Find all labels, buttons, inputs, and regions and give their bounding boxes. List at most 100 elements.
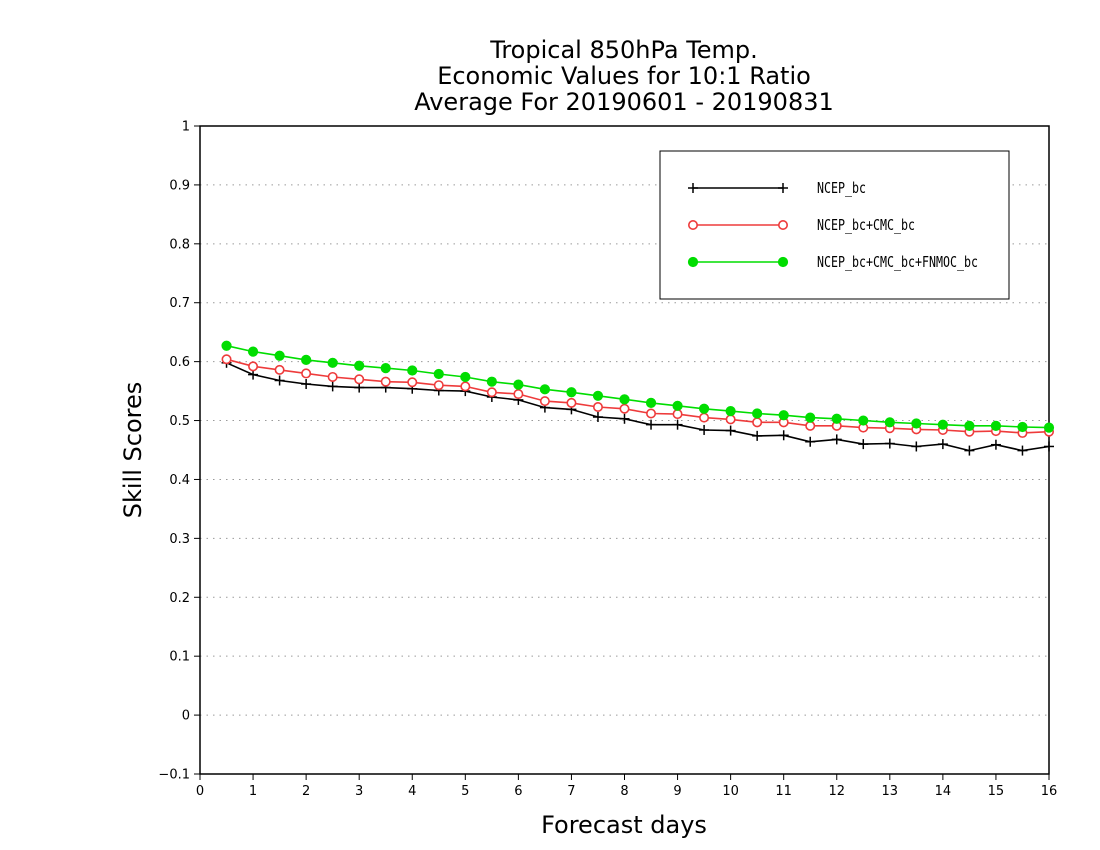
chart-title-line-1: Tropical 850hPa Temp. bbox=[489, 36, 758, 64]
data-point bbox=[805, 412, 816, 423]
x-tick-label: 9 bbox=[673, 784, 681, 799]
data-point bbox=[1017, 421, 1028, 433]
data-point bbox=[699, 424, 710, 435]
data-point bbox=[725, 406, 736, 417]
data-point bbox=[407, 365, 418, 376]
data-point bbox=[911, 418, 922, 429]
series-2 bbox=[221, 354, 1055, 438]
data-point bbox=[301, 354, 312, 365]
data-point bbox=[274, 375, 285, 386]
x-tick-label: 8 bbox=[620, 784, 628, 799]
x-tick-label: 10 bbox=[722, 784, 739, 799]
data-point bbox=[645, 397, 657, 408]
legend-item: NCEP_bc bbox=[688, 179, 866, 197]
data-point bbox=[274, 364, 285, 375]
y-tick-label: 0.1 bbox=[169, 650, 190, 665]
data-point bbox=[699, 412, 710, 423]
x-tick-label: 14 bbox=[935, 784, 952, 799]
data-point bbox=[752, 430, 763, 441]
data-point bbox=[592, 401, 603, 412]
legend-label: NCEP_bc+CMC_bc+FNMOC_bc bbox=[817, 253, 978, 271]
data-point bbox=[592, 412, 603, 423]
data-point bbox=[884, 438, 895, 449]
data-point bbox=[964, 445, 975, 456]
legend-marker bbox=[688, 183, 698, 193]
data-point bbox=[513, 379, 524, 390]
chart-title-line-2: Economic Values for 10:1 Ratio bbox=[437, 62, 811, 90]
x-tick-label: 15 bbox=[988, 784, 1005, 799]
legend-label: NCEP_bc+CMC_bc bbox=[817, 216, 915, 234]
data-point bbox=[646, 419, 657, 430]
series-group bbox=[221, 340, 1055, 456]
y-tick-label: 0.9 bbox=[169, 178, 190, 193]
legend-marker bbox=[777, 256, 789, 268]
legend-marker bbox=[777, 220, 788, 231]
y-tick-label: 0.7 bbox=[169, 296, 190, 311]
y-tick-label: 0.4 bbox=[169, 473, 190, 488]
data-point bbox=[698, 403, 710, 414]
data-point bbox=[301, 379, 312, 390]
legend-item: NCEP_bc+CMC_bc+FNMOC_bc bbox=[687, 253, 978, 271]
data-point bbox=[513, 389, 524, 400]
data-point bbox=[247, 346, 259, 357]
data-point bbox=[327, 371, 338, 382]
data-point bbox=[274, 350, 285, 361]
data-point bbox=[805, 436, 816, 447]
data-point bbox=[752, 408, 763, 419]
x-tick-label: 0 bbox=[196, 784, 204, 799]
y-tick-label: 0 bbox=[182, 709, 190, 724]
data-point bbox=[301, 368, 312, 379]
data-point bbox=[1044, 441, 1054, 452]
data-point bbox=[937, 419, 948, 430]
data-point bbox=[672, 419, 683, 430]
data-point bbox=[858, 415, 869, 426]
x-tick-label: 5 bbox=[461, 784, 469, 799]
x-axis-title: Forecast days bbox=[541, 811, 707, 839]
series-line bbox=[226, 362, 1050, 452]
x-tick-label: 6 bbox=[514, 784, 522, 799]
legend-marker bbox=[778, 183, 788, 193]
x-tick-label: 13 bbox=[882, 784, 899, 799]
data-point bbox=[672, 409, 683, 420]
data-point bbox=[539, 396, 550, 407]
y-tick-label: 1 bbox=[182, 120, 190, 135]
data-point bbox=[725, 414, 736, 425]
data-point bbox=[964, 420, 975, 431]
data-point bbox=[486, 376, 497, 387]
data-point bbox=[619, 394, 630, 405]
data-point bbox=[221, 354, 232, 365]
data-point bbox=[1043, 422, 1055, 433]
series-3 bbox=[221, 340, 1055, 433]
data-point bbox=[592, 390, 604, 401]
data-point bbox=[619, 413, 630, 424]
data-point bbox=[486, 387, 497, 398]
legend-marker bbox=[687, 256, 699, 268]
data-point bbox=[433, 380, 444, 391]
data-point bbox=[354, 374, 365, 385]
legend-items: NCEP_bc NCEP_bc+CMC_bc NCEP_bc+CMC_bc+FNMO… bbox=[687, 179, 978, 271]
legend: NCEP_bc NCEP_bc+CMC_bc NCEP_bc+CMC_bc+FNMO… bbox=[659, 150, 1010, 300]
y-tick-label: 0.6 bbox=[169, 355, 190, 370]
data-point bbox=[752, 417, 763, 428]
x-tick-label: 7 bbox=[567, 784, 575, 799]
data-point bbox=[248, 361, 259, 372]
series-1 bbox=[221, 357, 1054, 456]
x-tick-label: 4 bbox=[408, 784, 416, 799]
data-point bbox=[805, 420, 816, 431]
data-point bbox=[433, 368, 444, 380]
axis-ticks: −0.100.10.20.30.40.50.60.70.80.910 1 2 3 4 5 6… bbox=[158, 120, 1057, 800]
data-point bbox=[778, 410, 789, 421]
data-point bbox=[566, 387, 577, 398]
x-tick-label: 3 bbox=[355, 784, 363, 799]
x-tick-label: 16 bbox=[1041, 784, 1058, 799]
y-tick-label: 0.3 bbox=[169, 532, 190, 547]
legend-label: NCEP_bc bbox=[817, 179, 866, 197]
data-point bbox=[327, 381, 338, 392]
data-point bbox=[672, 400, 683, 411]
legend-marker bbox=[687, 220, 698, 231]
data-point bbox=[990, 420, 1002, 431]
legend-item: NCEP_bc+CMC_bc bbox=[687, 216, 915, 234]
data-point bbox=[937, 439, 948, 450]
data-point bbox=[566, 397, 577, 408]
